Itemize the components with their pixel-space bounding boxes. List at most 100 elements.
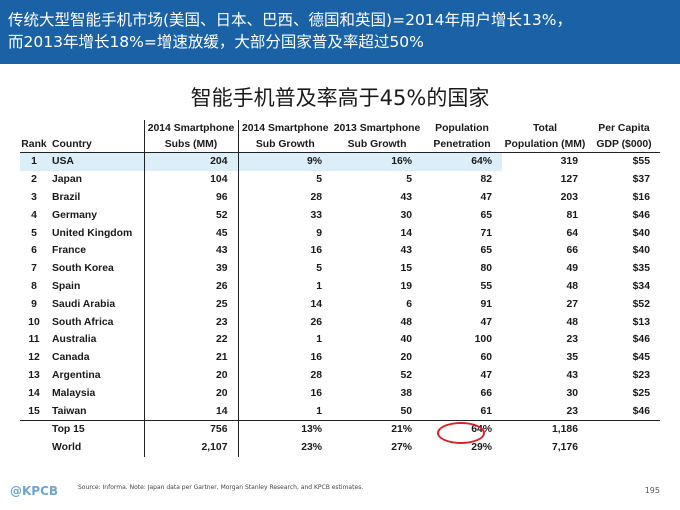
growth-2014-cell: 28 (237, 366, 332, 385)
rank-cell: 4 (31, 209, 37, 221)
country-cell: Taiwan (52, 405, 87, 417)
growth-2013-cell: 6 (406, 298, 412, 310)
subs-cell: 204 (143, 152, 238, 171)
highlight-circle (437, 422, 485, 444)
table-row: 6 France 43 16 43 65 66 $40 (20, 241, 660, 260)
gdp-cell (588, 439, 660, 457)
penetration-cell: 47 (480, 369, 492, 381)
title-line-2: 而2013年增长18%=增速放缓，大部分国家普及率超过50% (8, 33, 424, 51)
table-row: 10 South Africa 23 26 48 47 48 $13 (20, 313, 660, 331)
penetration-cell: 100 (474, 334, 492, 346)
country-cell: USA (48, 152, 144, 171)
header-cell (48, 120, 144, 136)
table-row: 9 Saudi Arabia 25 14 6 91 27 $52 (20, 295, 660, 314)
penetration-cell: 61 (480, 405, 492, 417)
table-row: 8 Spain 26 1 19 55 48 $34 (20, 277, 660, 296)
subs-cell: 52 (143, 206, 238, 225)
subs-cell: 20 (143, 384, 238, 403)
table-row: 12 Canada 21 16 20 60 35 $45 (20, 348, 660, 367)
subs-cell: 43 (143, 241, 238, 260)
population-cell: 127 (560, 174, 578, 186)
rank-cell: 12 (28, 352, 40, 364)
gdp-cell: $52 (632, 298, 650, 310)
growth-2013-cell: 20 (400, 352, 412, 364)
slide-subtitle: 智能手机普及率高于45%的国家 (190, 86, 490, 110)
country-cell: United Kingdom (52, 227, 133, 239)
subs-cell: 2,107 (143, 438, 238, 457)
data-table-container: 2014 Smartphone 2014 Smartphone 2013 Sma… (20, 120, 660, 457)
gdp-cell: $35 (632, 263, 650, 275)
subs-cell: 39 (143, 259, 238, 278)
table-row: 5 United Kingdom 45 9 14 71 64 $40 (20, 224, 660, 242)
growth-2013-cell: 50 (400, 405, 412, 417)
table-row: 15 Taiwan 14 1 50 61 23 $46 (20, 402, 660, 421)
growth-2014-cell: 5 (237, 259, 332, 278)
country-cell: Australia (52, 334, 97, 346)
country-cell: Spain (52, 280, 81, 292)
rank-cell (20, 419, 48, 439)
growth-2013-cell: 40 (400, 334, 412, 346)
title-line-1: 传统大型智能手机市场(美国、日本、巴西、德国和英国)=2014年用户增长13%， (8, 11, 572, 29)
population-cell: 203 (560, 191, 578, 203)
growth-2013-cell: 5 (406, 174, 412, 186)
gdp-cell: $13 (632, 316, 650, 328)
table-row: 2 Japan 104 5 5 82 127 $37 (20, 170, 660, 189)
header-cell: Rank (20, 136, 48, 153)
rank-cell: 1 (20, 152, 48, 171)
rank-cell: 13 (28, 369, 40, 381)
growth-2013-cell: 15 (400, 263, 412, 275)
country-cell: South Korea (52, 263, 114, 275)
gdp-cell: $55 (632, 156, 650, 168)
population-cell: 23 (566, 405, 578, 417)
country-cell: Argentina (52, 369, 101, 381)
growth-2014-cell: 16 (237, 384, 332, 403)
population-cell: 48 (566, 280, 578, 292)
population-cell: 81 (566, 209, 578, 221)
header-cell: Country (48, 136, 144, 153)
gdp-cell: $16 (632, 191, 650, 203)
population-cell: 43 (566, 369, 578, 381)
header-cell: Total (532, 122, 558, 134)
growth-2013-cell: 48 (400, 316, 412, 328)
header-cell: Penetration (422, 136, 502, 153)
gdp-cell: $25 (632, 387, 650, 399)
header-cell: Sub Growth (332, 136, 422, 153)
population-cell: 27 (566, 298, 578, 310)
growth-2013-cell: 38 (400, 387, 412, 399)
country-cell: Japan (52, 174, 83, 186)
growth-2014-cell: 13% (237, 419, 332, 439)
growth-2013-cell: 52 (400, 369, 412, 381)
growth-2014-cell: 14 (237, 295, 332, 314)
gdp-cell: $45 (632, 352, 650, 364)
penetration-cell: 60 (480, 352, 492, 364)
penetration-cell: 64% (422, 152, 502, 171)
summary-row: World 2,107 23% 27% 29% 7,176 (20, 438, 660, 457)
header-cell: Subs (MM) (143, 136, 238, 153)
header-cell (20, 120, 48, 136)
country-cell: Germany (52, 209, 98, 221)
table-row: 14 Malaysia 20 16 38 66 30 $25 (20, 384, 660, 403)
rank-cell (20, 439, 48, 457)
header-row-1: 2014 Smartphone 2014 Smartphone 2013 Sma… (20, 120, 660, 136)
subs-cell: 96 (143, 188, 238, 207)
country-cell: World (52, 442, 82, 454)
penetration-cell: 91 (480, 298, 492, 310)
title-banner: 传统大型智能手机市场(美国、日本、巴西、德国和英国)=2014年用户增长13%，… (0, 0, 680, 64)
growth-2013-cell: 43 (400, 245, 412, 257)
header-cell: Population (MM) (502, 136, 588, 153)
table-row: 11 Australia 22 1 40 100 23 $46 (20, 330, 660, 349)
growth-2014-cell: 5 (237, 170, 332, 189)
growth-2014-cell: 1 (237, 330, 332, 349)
subs-cell: 25 (143, 295, 238, 314)
gdp-cell: $34 (632, 280, 650, 292)
country-cell: Saudi Arabia (52, 298, 116, 310)
growth-2014-cell: 16 (237, 348, 332, 367)
population-cell: 1,186 (502, 419, 588, 439)
country-cell: France (52, 245, 87, 257)
gdp-cell: $37 (632, 174, 650, 186)
country-cell: Top 15 (48, 419, 144, 439)
penetration-cell: 65 (480, 245, 492, 257)
rank-cell: 2 (31, 174, 37, 186)
rank-cell: 14 (28, 387, 40, 399)
summary-row: Top 15 756 13% 21% 64% 1,186 (20, 419, 660, 439)
